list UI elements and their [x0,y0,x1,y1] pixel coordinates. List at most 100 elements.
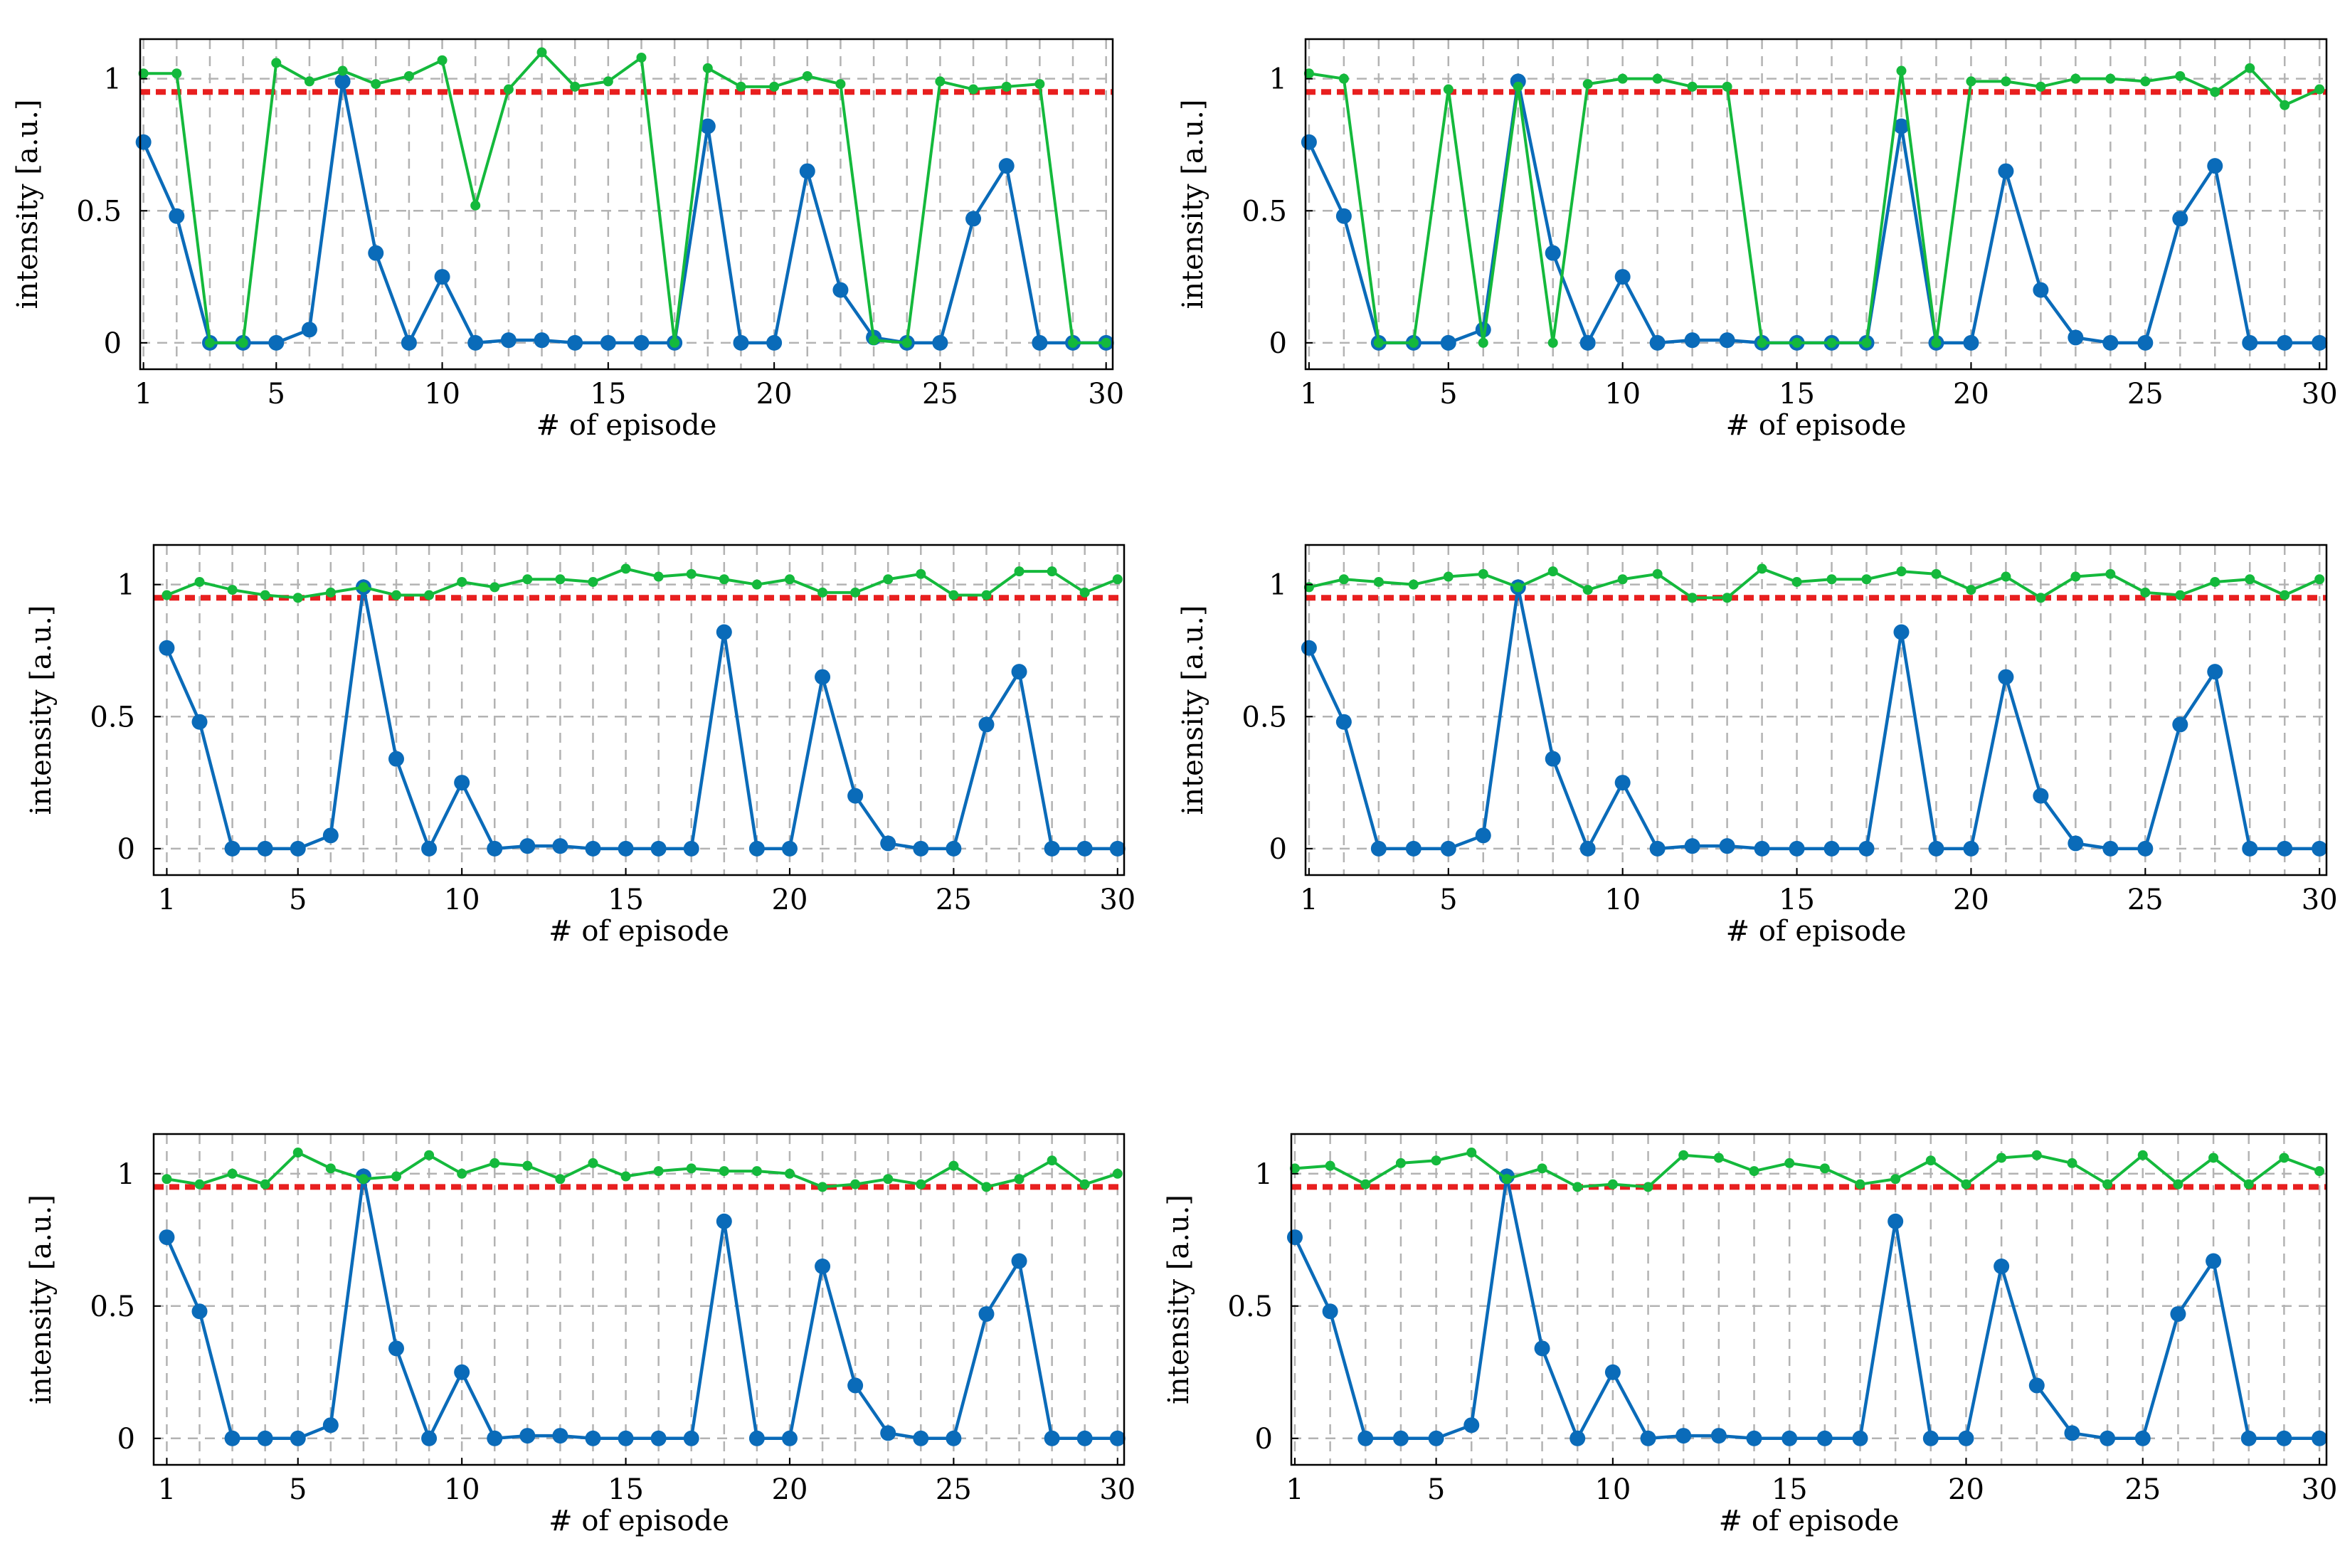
data-point-blue [169,208,185,224]
data-point-green [1408,579,1419,590]
series-line-blue [1307,586,2320,851]
data-point-blue [1604,1364,1621,1380]
series-line-blue [142,80,1106,345]
data-point-blue [1032,334,1048,351]
data-point-green [1687,593,1698,603]
data-point-blue [2277,334,2293,351]
data-point-blue [1109,1430,1126,1446]
data-point-blue [388,751,404,767]
data-point-blue [1370,840,1387,857]
data-point-blue [388,1340,404,1357]
data-point-green [1784,1158,1795,1168]
data-point-green [2314,574,2325,585]
data-point-blue [257,840,273,857]
x-tick-label: 5 [268,378,285,410]
data-point-green [304,76,314,87]
data-point-green [1034,79,1045,90]
plot-frame [139,38,1114,371]
data-point-blue [1534,1340,1550,1357]
data-point-blue [2312,840,2328,857]
data-point-green [2105,568,2116,579]
data-point-blue [421,840,438,857]
data-point-green [1617,574,1628,585]
data-point-blue [1440,840,1456,857]
x-tick-label: 15 [608,1473,644,1506]
data-point-green [883,574,894,585]
data-point-blue [2102,334,2119,351]
data-point-blue [1405,840,1422,857]
data-point-green [1826,337,1837,348]
data-point-green [358,582,369,593]
data-point-blue [618,1430,634,1446]
data-point-blue [585,1430,601,1446]
data-point-green [227,1168,238,1179]
x-tick-label: 10 [1594,1473,1631,1506]
data-point-blue [534,332,550,349]
data-point-green [503,84,514,95]
data-point-green [204,337,215,348]
x-tick-label: 1 [158,884,176,916]
data-point-green [403,70,414,81]
data-point-blue [847,1377,864,1394]
data-point-blue [1994,1259,2010,1274]
data-point-green [1861,337,1872,348]
data-point-green [457,1168,467,1179]
data-point-green [391,590,401,600]
y-tick-label: 0 [1269,833,1287,866]
y-axis-label: intensity [a.u.] [1177,99,1209,309]
data-point-blue [946,840,962,857]
data-point-green [391,1171,401,1182]
data-point-blue [978,716,995,733]
data-point-blue [716,624,732,640]
data-point-blue [1301,134,1317,150]
data-point-blue [1816,1430,1833,1446]
plot-frame [1304,38,2328,371]
x-tick-label: 20 [772,1473,808,1506]
x-tick-label: 30 [1088,378,1124,410]
data-point-blue [159,640,175,656]
data-point-green [751,1166,762,1177]
x-tick-label: 20 [1953,378,1989,410]
data-point-green [1068,337,1079,348]
data-point-green [1890,1174,1901,1185]
plot-frame [152,544,1126,876]
data-point-green [1373,337,1384,348]
data-point-green [1101,337,1111,348]
data-point-blue [1888,1213,1904,1229]
data-point-blue [290,1430,306,1446]
data-point-blue [1640,1430,1656,1446]
x-tick-label: 30 [2302,378,2338,410]
data-point-blue [781,1430,798,1446]
data-point-blue [1044,1430,1060,1446]
data-point-green [1501,1174,1512,1185]
data-point-green [437,55,448,65]
y-tick-label: 0 [104,327,122,360]
data-point-green [1112,1168,1123,1179]
data-point-green [271,58,282,68]
data-point-green [686,568,697,579]
data-point-blue [748,840,765,857]
data-point-blue [2102,840,2119,857]
plot-frame [1290,1133,2328,1466]
data-point-blue [159,1229,175,1246]
data-point-green [620,563,631,574]
data-point-green [702,63,713,73]
data-point-green [1931,337,1942,348]
data-point-green [260,1179,270,1190]
data-point-green [1791,337,1802,348]
x-tick-label: 5 [1427,1473,1445,1506]
data-point-blue [2312,334,2328,351]
data-point-blue [1076,1430,1093,1446]
data-point-blue [1858,840,1875,857]
data-point-green [1643,1182,1653,1192]
data-point-green [2314,1166,2325,1177]
x-axis-label: # of episode [549,915,729,948]
data-point-blue [268,334,285,351]
data-point-green [2035,593,2046,603]
data-point-green [1749,1166,1759,1177]
plot-frame [152,1133,1126,1466]
data-point-green [1855,1179,1865,1190]
data-point-blue [799,163,815,179]
data-point-blue [1893,624,1910,640]
